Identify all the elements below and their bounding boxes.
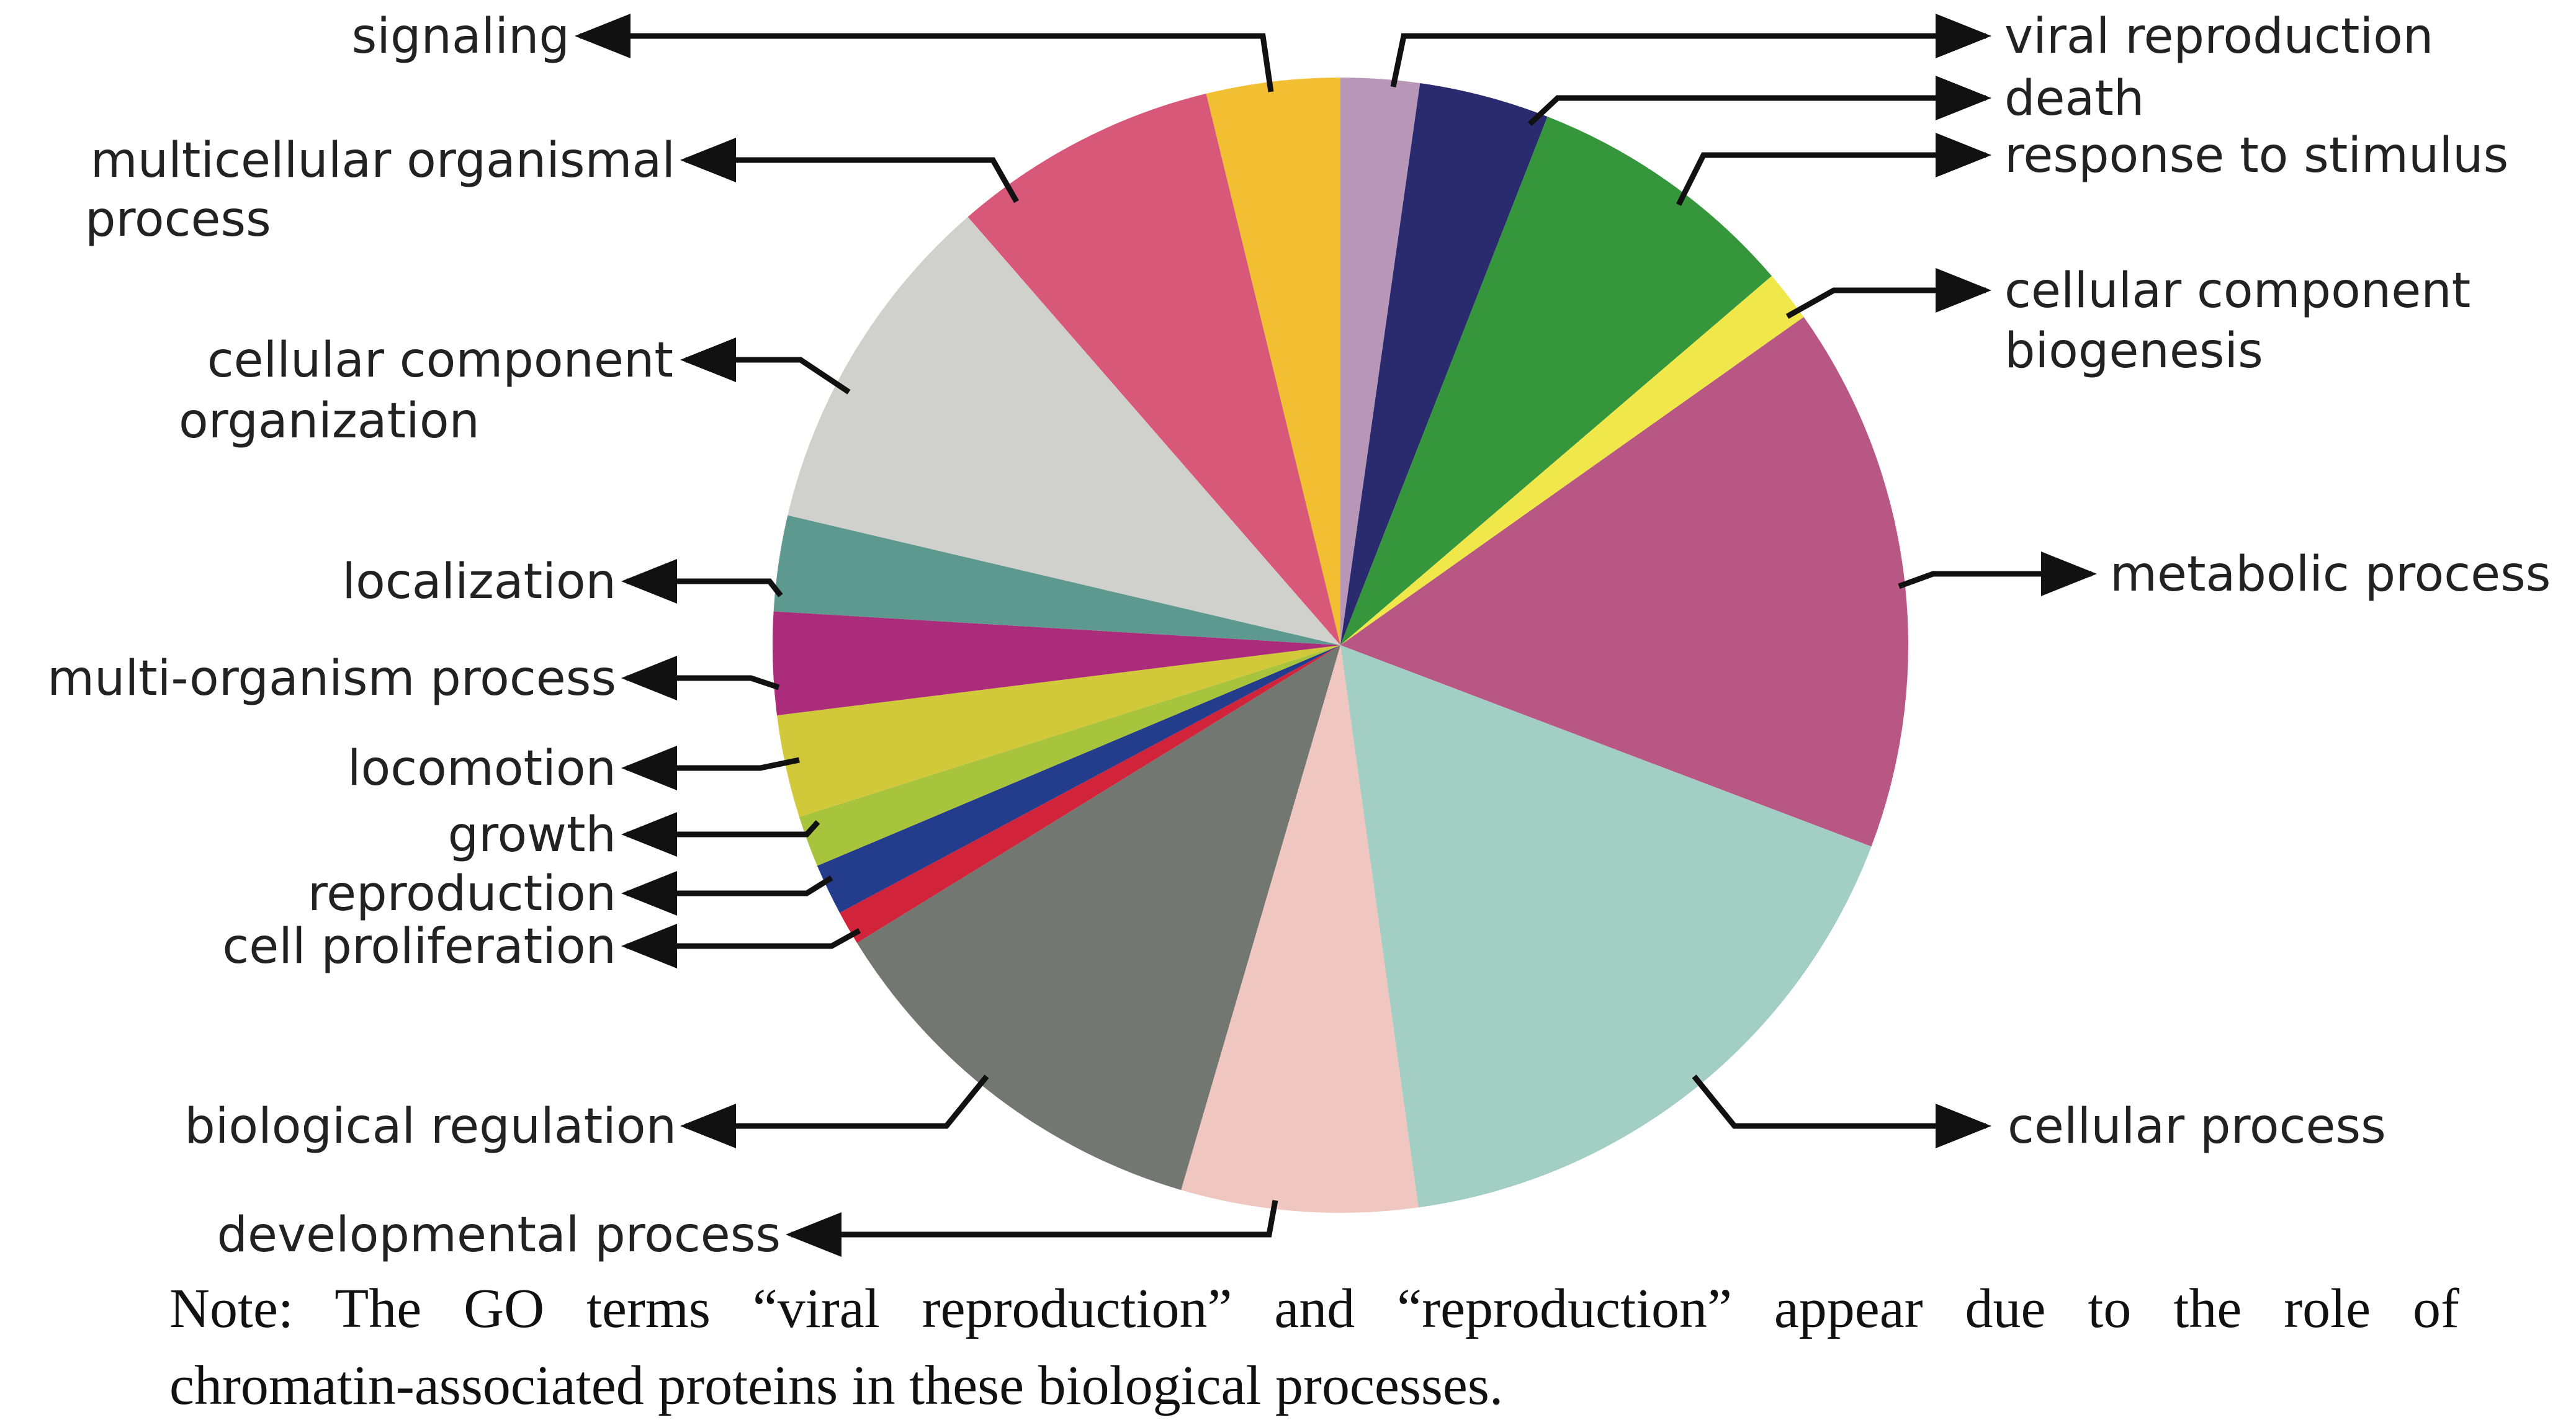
leader-response-to-stimulus	[1676, 133, 1991, 207]
slice-biological-regulation	[857, 645, 1340, 1190]
note-line-2: chromatin-associated proteins in these b…	[169, 1355, 1504, 1416]
label-growth: growth	[448, 807, 616, 863]
label-localization: localization	[342, 554, 616, 610]
slice-response-to-stimulus	[1340, 117, 1772, 645]
label-locomotion: locomotion	[348, 741, 616, 797]
label-viral-reproduction: viral reproduction	[2004, 9, 2433, 65]
leader-multi-organism-process	[621, 656, 780, 700]
leader-reproduction	[621, 871, 833, 916]
figure-note: Note: The GO terms “viral reproduction” …	[169, 1271, 2459, 1424]
label-cellular-component-organization-line2: organization	[179, 393, 480, 449]
leader-lines	[575, 14, 2097, 1257]
label-multicellular-organismal-process-line1: multicellular organismal	[91, 133, 675, 189]
slice-developmental-process	[1181, 645, 1419, 1213]
leader-developmental-process	[786, 1200, 1278, 1257]
slice-signaling	[1206, 77, 1340, 645]
slice-locomotion	[777, 645, 1340, 817]
slice-death	[1340, 83, 1548, 645]
leader-viral-reproduction	[1390, 14, 1991, 87]
leader-cellular-component-organization	[680, 337, 851, 395]
leader-cellular-component-biogenesis	[1785, 268, 1991, 319]
slice-localization	[773, 515, 1340, 645]
pie-slices	[772, 77, 1908, 1213]
leader-growth	[621, 812, 820, 857]
label-cell-proliferation: cell proliferation	[222, 919, 616, 975]
leader-biological-regulation	[680, 1074, 989, 1148]
leader-metabolic-process	[1898, 552, 2097, 596]
slice-reproduction	[817, 645, 1340, 913]
label-reproduction: reproduction	[308, 866, 616, 922]
slice-growth	[799, 645, 1340, 866]
slice-cellular-process	[1340, 645, 1872, 1208]
slice-multi-organism-process	[772, 611, 1340, 716]
slice-cell-proliferation	[840, 645, 1340, 943]
leader-death	[1527, 76, 1991, 127]
label-multi-organism-process: multi-organism process	[47, 651, 616, 707]
label-response-to-stimulus: response to stimulus	[2004, 128, 2508, 184]
label-cellular-component-biogenesis-line2: biogenesis	[2004, 323, 2263, 379]
leader-signaling	[575, 14, 1274, 92]
label-cellular-component-biogenesis-line1: cellular component	[2004, 263, 2471, 319]
label-metabolic-process: metabolic process	[2110, 547, 2551, 602]
leader-localization	[621, 559, 783, 604]
slice-labels: viral reproduction death response to sti…	[47, 9, 2551, 1263]
leader-cellular-process	[1692, 1074, 1991, 1148]
label-developmental-process: developmental process	[217, 1207, 781, 1263]
label-multicellular-organismal-process-line2: process	[85, 192, 271, 248]
note-line-1: Note: The GO terms “viral reproduction” …	[169, 1278, 2459, 1339]
leader-locomotion	[621, 746, 800, 790]
label-cellular-process: cellular process	[2008, 1099, 2386, 1155]
slice-cellular-component-biogenesis	[1340, 275, 1804, 645]
label-cellular-component-organization-line1: cellular component	[207, 333, 673, 388]
label-signaling: signaling	[352, 9, 570, 65]
slice-viral-reproduction	[1340, 77, 1420, 646]
slice-cellular-component-organization	[788, 217, 1340, 646]
leader-multicellular-organismal-process	[680, 138, 1019, 203]
slice-metabolic-process	[1340, 317, 1908, 847]
leader-cell-proliferation	[621, 924, 861, 968]
slice-multicellular-organismal-process	[967, 93, 1340, 645]
label-biological-regulation: biological regulation	[184, 1099, 676, 1155]
label-death: death	[2004, 71, 2144, 127]
